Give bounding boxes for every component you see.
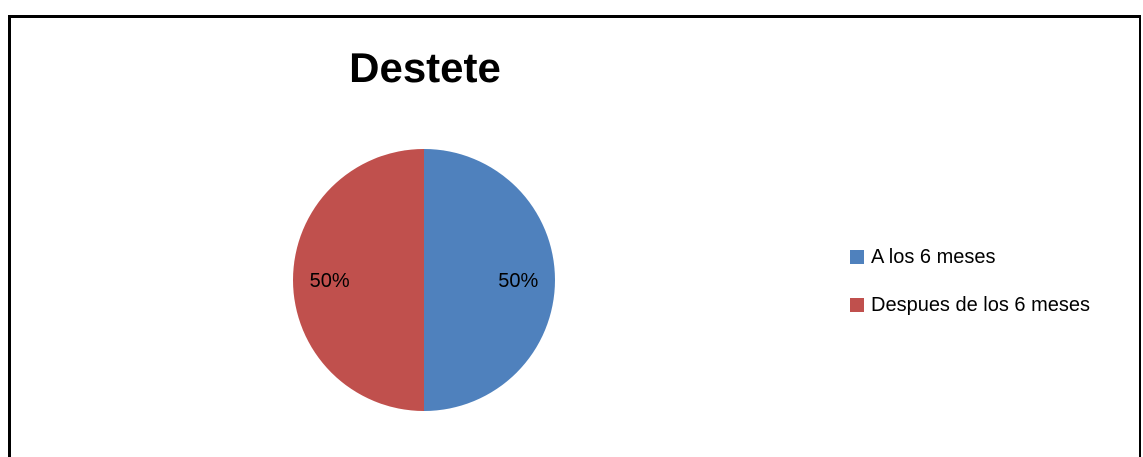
legend-item-1: A los 6 meses	[850, 244, 1090, 270]
pie-slice-2	[293, 149, 424, 411]
pie-slices	[293, 149, 555, 411]
pie-slice-1	[424, 149, 555, 411]
legend-swatch-1	[850, 250, 864, 264]
legend: A los 6 meses Despues de los 6 meses	[850, 244, 1090, 340]
pie-data-label-2: 50%	[310, 270, 350, 292]
pie-data-labels: 50% 50%	[310, 270, 539, 292]
chart-title: Destete	[349, 44, 501, 91]
chart-frame	[8, 15, 1141, 457]
legend-swatch-2	[850, 298, 864, 312]
pie-data-label-1: 50%	[498, 270, 538, 292]
legend-item-2: Despues de los 6 meses	[850, 292, 1090, 318]
legend-label-1: A los 6 meses	[871, 245, 996, 268]
legend-label-2: Despues de los 6 meses	[871, 293, 1091, 316]
